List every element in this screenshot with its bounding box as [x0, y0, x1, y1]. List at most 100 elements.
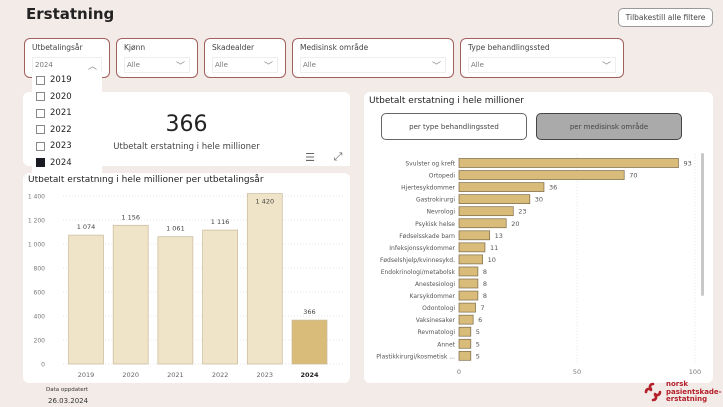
x-tick-label: 50 — [573, 368, 581, 376]
medical-area-bar-chart: 0 50 100 Svulster og kreft 93 Ortopedi 70 Hjert… — [376, 154, 701, 376]
data-label: 13 — [495, 232, 503, 240]
date-label: Data oppdatert — [46, 387, 89, 393]
data-label: 20 — [511, 220, 519, 228]
y-tick-label: 800 — [34, 266, 46, 273]
x-tick-label: 2019 — [78, 371, 95, 379]
bar-2019 — [68, 234, 104, 365]
reset-filters-button[interactable]: Tilbakestill alle filtere — [618, 8, 713, 27]
year-bar-chart: 0 200 400 600 800 1 000 1 200 1 400 1 074 2019 1 1… — [28, 193, 345, 379]
checkbox[interactable] — [36, 75, 45, 85]
data-label: 5 — [476, 328, 480, 336]
data-label: 93 — [683, 160, 691, 168]
filter-type-behandlingssted[interactable]: Type behandlingssted Alle ﹀ — [460, 38, 624, 78]
bar — [458, 194, 531, 205]
y-tick-label: 1 200 — [28, 218, 45, 225]
bar — [458, 266, 479, 277]
data-label: 366 — [303, 308, 315, 316]
data-label: 1 420 — [255, 198, 274, 206]
data-label: 8 — [483, 292, 487, 300]
category-label: Vaksinesaker — [416, 317, 456, 324]
data-label: 30 — [535, 196, 543, 204]
filter-kjonn[interactable]: Kjønn Alle ﹀ — [116, 38, 198, 78]
category-label: Annet — [437, 341, 455, 348]
bar — [458, 242, 486, 253]
checkbox[interactable] — [36, 92, 45, 102]
bar — [458, 302, 476, 313]
option-label: 2022 — [50, 124, 72, 135]
chevron-down-icon: ﹀ — [601, 62, 611, 72]
category-label: Hjertesykdommer — [401, 185, 455, 192]
data-label: 10 — [488, 256, 496, 264]
scrollbar[interactable] — [701, 153, 704, 296]
filter-select[interactable]: Alle ﹀ — [124, 57, 190, 73]
x-tick-label: 100 — [689, 368, 701, 376]
data-label: 8 — [483, 280, 487, 288]
bar — [458, 326, 472, 337]
bar — [458, 338, 472, 349]
category-label: Odontologi — [422, 305, 455, 312]
filter-icon[interactable]: ☰ — [298, 148, 322, 166]
y-tick-label: 400 — [34, 314, 46, 321]
option-label: 2023 — [50, 141, 72, 152]
data-label: 1 074 — [77, 223, 96, 231]
data-label: 8 — [483, 268, 487, 276]
option-label: 2019 — [50, 75, 72, 86]
year-option[interactable]: 2024 — [32, 155, 102, 172]
toggle-per-medisinsk-omrade[interactable]: per medisinsk område — [536, 113, 682, 140]
filter-label: Type behandlingssted — [468, 43, 550, 52]
filter-label: Skadealder — [212, 43, 255, 52]
y-tick-label: 200 — [34, 338, 46, 345]
filter-value: Alle — [215, 61, 228, 69]
data-label: 70 — [629, 172, 637, 180]
bar-2020 — [112, 224, 149, 365]
filter-select[interactable]: 2024 ︿ — [32, 57, 102, 73]
year-option[interactable]: 2020 — [32, 89, 102, 106]
bar-2021 — [157, 236, 194, 365]
page-title: Erstatning — [26, 5, 115, 23]
medical-area-card: Utbetalt erstatning i hele millioner per… — [364, 92, 713, 383]
filter-select[interactable]: Alle ﹀ — [300, 57, 446, 73]
data-label: 11 — [490, 244, 498, 252]
data-label: 5 — [476, 352, 480, 360]
toggle-per-type-behandlingssted[interactable]: per type behandlingssted — [381, 113, 527, 140]
category-label: Endokrinologi/metabolsk — [381, 269, 456, 276]
data-label: 1 061 — [166, 225, 185, 233]
bar-2023 — [246, 193, 283, 365]
year-option[interactable]: 2022 — [32, 122, 102, 139]
chart-title: Utbetalt erstatning i hele millioner per… — [28, 175, 264, 185]
category-label: Gastrokirurgi — [416, 197, 455, 204]
year-option[interactable]: 2023 — [32, 138, 102, 155]
category-label: Plastikkirurgi/kosmetisk ... — [376, 353, 455, 360]
x-tick-label: 2023 — [257, 371, 274, 379]
option-label: 2024 — [50, 157, 72, 168]
year-dropdown-list[interactable]: 2019 2020 2021 2022 2023 2024 — [32, 72, 102, 176]
category-label: Psykisk helse — [415, 221, 455, 228]
year-option[interactable]: 2019 — [32, 72, 102, 89]
kpi-label: Utbetalt erstatning i hele millioner — [113, 142, 260, 152]
filter-medisinsk-omrade[interactable]: Medisinsk område Alle ﹀ — [292, 38, 454, 78]
bar — [458, 314, 474, 325]
filter-skadealder[interactable]: Skadealder Alle ﹀ — [204, 38, 286, 78]
checkbox[interactable] — [36, 141, 45, 151]
y-tick-label: 600 — [34, 290, 46, 297]
filter-select[interactable]: Alle ﹀ — [468, 57, 616, 73]
filter-label: Kjønn — [124, 43, 146, 52]
date-value: 26.03.2024 — [48, 397, 89, 405]
focus-mode-icon[interactable]: ⤢ — [326, 148, 350, 166]
bar — [458, 182, 545, 192]
filter-value: Alle — [471, 61, 484, 69]
year-option[interactable]: 2021 — [32, 105, 102, 122]
filter-select[interactable]: Alle ﹀ — [212, 57, 278, 73]
bar — [458, 170, 625, 180]
checkbox[interactable] — [36, 158, 45, 168]
checkbox[interactable] — [36, 125, 45, 135]
checkbox[interactable] — [36, 108, 45, 118]
filter-value: 2024 — [35, 61, 53, 69]
y-tick-label: 1 000 — [28, 242, 45, 249]
x-tick-label: 2021 — [167, 371, 184, 379]
filter-value: Alle — [303, 61, 316, 69]
option-label: 2021 — [50, 108, 72, 119]
logo: norsk pasientskade-erstatning — [643, 380, 722, 404]
data-label: 5 — [476, 340, 480, 348]
data-label: 7 — [481, 304, 485, 312]
